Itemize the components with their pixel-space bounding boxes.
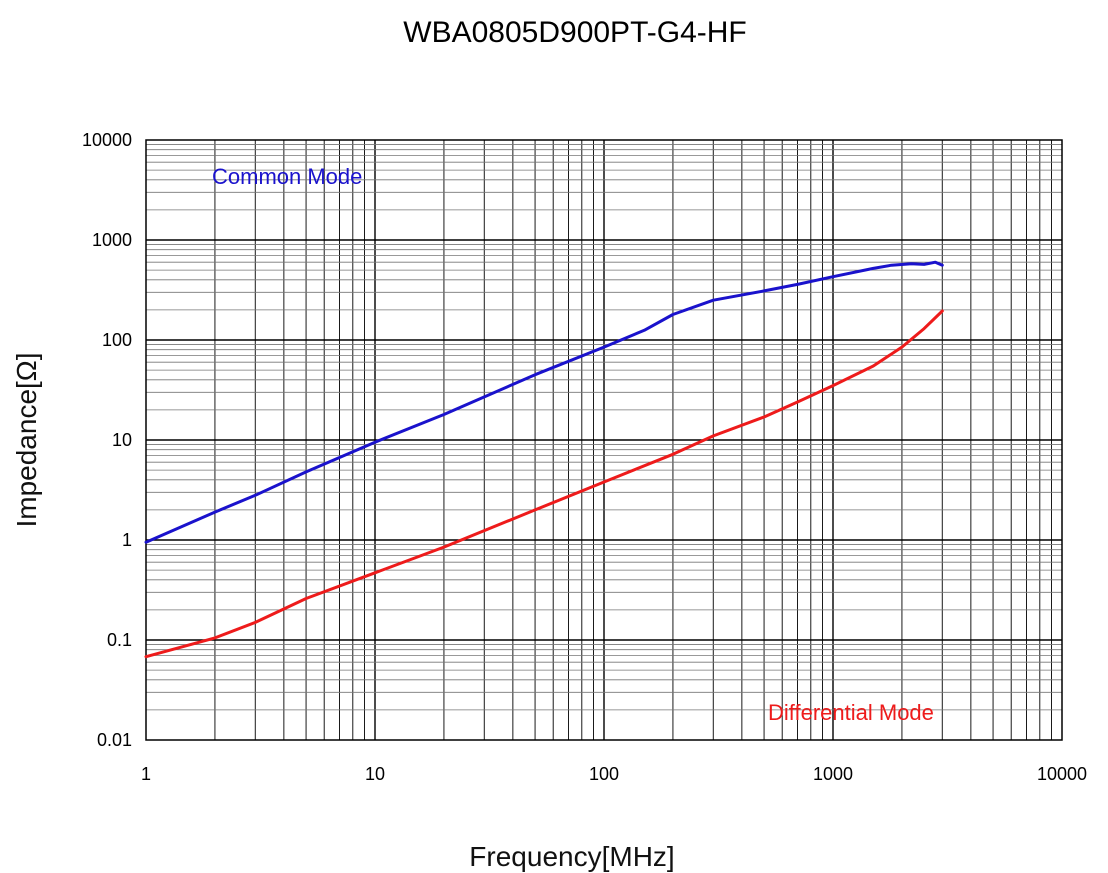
x-tick-label: 10 (365, 764, 385, 784)
y-tick-label: 1000 (92, 230, 132, 250)
ticks-layer: 1 10 100 1000 10000 10000 1000 100 10 1 0.1 0.01 (82, 130, 1087, 784)
x-tick-label: 100 (589, 764, 619, 784)
chart-title: WBA0805D900PT-G4-HF (403, 16, 746, 49)
series-line-differential-mode (144, 309, 944, 659)
y-tick-label: 0.01 (97, 730, 132, 750)
series-layer (144, 260, 944, 659)
x-axis-label: Frequency[MHz] (469, 841, 674, 872)
x-tick-label: 1 (141, 764, 151, 784)
y-tick-label: 100 (102, 330, 132, 350)
series-label-differential-mode: Differential Mode (768, 700, 934, 725)
plot-frame (145, 139, 1063, 741)
x-tick-label: 10000 (1037, 764, 1087, 784)
y-tick-label: 10000 (82, 130, 132, 150)
x-tick-label: 1000 (813, 764, 853, 784)
grid (146, 140, 1062, 740)
series-line-common-mode (144, 260, 944, 544)
y-axis-label: Impedance[Ω] (11, 352, 42, 527)
series-label-common-mode: Common Mode (212, 164, 362, 189)
y-tick-label: 1 (122, 530, 132, 550)
y-tick-label: 10 (112, 430, 132, 450)
y-tick-label: 0.1 (107, 630, 132, 650)
